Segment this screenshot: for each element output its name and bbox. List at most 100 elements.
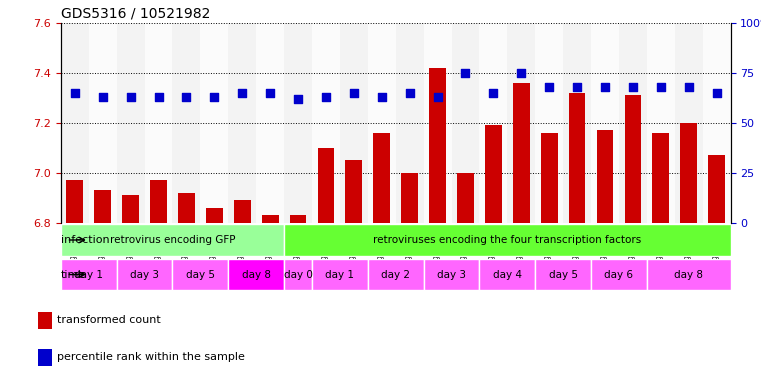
Bar — [451, 23, 479, 223]
Bar — [38, 312, 52, 329]
Text: GDS5316 / 10521982: GDS5316 / 10521982 — [61, 7, 210, 20]
Bar — [66, 180, 83, 223]
Point — [152, 94, 164, 100]
Bar — [429, 68, 446, 223]
Point — [515, 70, 527, 76]
Bar — [457, 173, 474, 223]
Text: percentile rank within the sample: percentile rank within the sample — [57, 352, 245, 362]
FancyBboxPatch shape — [479, 259, 535, 290]
Bar — [290, 215, 307, 223]
Point — [236, 90, 248, 96]
Point — [543, 84, 556, 90]
Point — [711, 90, 723, 96]
Point — [125, 94, 137, 100]
Bar — [178, 193, 195, 223]
FancyBboxPatch shape — [116, 259, 173, 290]
Text: day 2: day 2 — [381, 270, 410, 280]
Bar — [619, 23, 647, 223]
Bar — [708, 155, 725, 223]
Bar — [508, 23, 535, 223]
Point — [627, 84, 639, 90]
Bar — [150, 180, 167, 223]
Text: day 1: day 1 — [75, 270, 103, 280]
Point — [209, 94, 221, 100]
Bar — [680, 123, 697, 223]
FancyBboxPatch shape — [424, 259, 479, 290]
FancyBboxPatch shape — [647, 259, 731, 290]
Text: infection: infection — [61, 235, 110, 245]
Text: day 3: day 3 — [130, 270, 159, 280]
Text: time: time — [61, 270, 87, 280]
Point — [571, 84, 583, 90]
Text: day 3: day 3 — [437, 270, 466, 280]
Point — [97, 94, 109, 100]
Bar — [345, 161, 362, 223]
Point — [180, 94, 193, 100]
Point — [683, 84, 695, 90]
FancyBboxPatch shape — [61, 224, 284, 256]
FancyBboxPatch shape — [61, 259, 116, 290]
Bar — [262, 215, 279, 223]
Bar — [89, 23, 116, 223]
Bar — [563, 23, 591, 223]
Point — [376, 94, 388, 100]
Bar — [675, 23, 702, 223]
Bar — [535, 23, 563, 223]
FancyBboxPatch shape — [284, 224, 731, 256]
Bar — [513, 83, 530, 223]
Text: day 4: day 4 — [493, 270, 522, 280]
Bar — [200, 23, 228, 223]
Point — [348, 90, 360, 96]
Point — [460, 70, 472, 76]
FancyBboxPatch shape — [535, 259, 591, 290]
Text: day 5: day 5 — [549, 270, 578, 280]
Bar — [234, 200, 250, 223]
Point — [68, 90, 81, 96]
Bar — [145, 23, 173, 223]
Bar — [368, 23, 396, 223]
Bar — [652, 133, 669, 223]
Bar — [485, 125, 501, 223]
Bar — [396, 23, 424, 223]
Text: day 0: day 0 — [284, 270, 313, 280]
Bar — [401, 173, 418, 223]
Bar — [173, 23, 200, 223]
Bar — [597, 131, 613, 223]
Point — [320, 94, 332, 100]
Text: day 1: day 1 — [326, 270, 355, 280]
Point — [403, 90, 416, 96]
FancyBboxPatch shape — [591, 259, 647, 290]
Bar — [541, 133, 558, 223]
Point — [599, 84, 611, 90]
Bar — [479, 23, 508, 223]
Bar — [702, 23, 731, 223]
Text: day 8: day 8 — [674, 270, 703, 280]
Bar — [116, 23, 145, 223]
Bar — [61, 23, 89, 223]
Bar — [228, 23, 256, 223]
Text: day 5: day 5 — [186, 270, 215, 280]
Bar — [123, 195, 139, 223]
Text: day 6: day 6 — [604, 270, 633, 280]
FancyBboxPatch shape — [284, 259, 312, 290]
FancyBboxPatch shape — [228, 259, 284, 290]
Bar — [591, 23, 619, 223]
Text: retrovirus encoding GFP: retrovirus encoding GFP — [110, 235, 235, 245]
Text: day 8: day 8 — [242, 270, 271, 280]
Text: retroviruses encoding the four transcription factors: retroviruses encoding the four transcrip… — [373, 235, 642, 245]
Bar — [625, 96, 642, 223]
Bar — [568, 93, 585, 223]
Bar — [340, 23, 368, 223]
Point — [264, 90, 276, 96]
Point — [654, 84, 667, 90]
FancyBboxPatch shape — [312, 259, 368, 290]
Point — [487, 90, 499, 96]
Bar — [256, 23, 284, 223]
Bar — [312, 23, 340, 223]
Bar — [424, 23, 451, 223]
Bar — [94, 190, 111, 223]
Bar — [206, 208, 223, 223]
FancyBboxPatch shape — [368, 259, 424, 290]
Bar — [317, 148, 334, 223]
Bar — [374, 133, 390, 223]
